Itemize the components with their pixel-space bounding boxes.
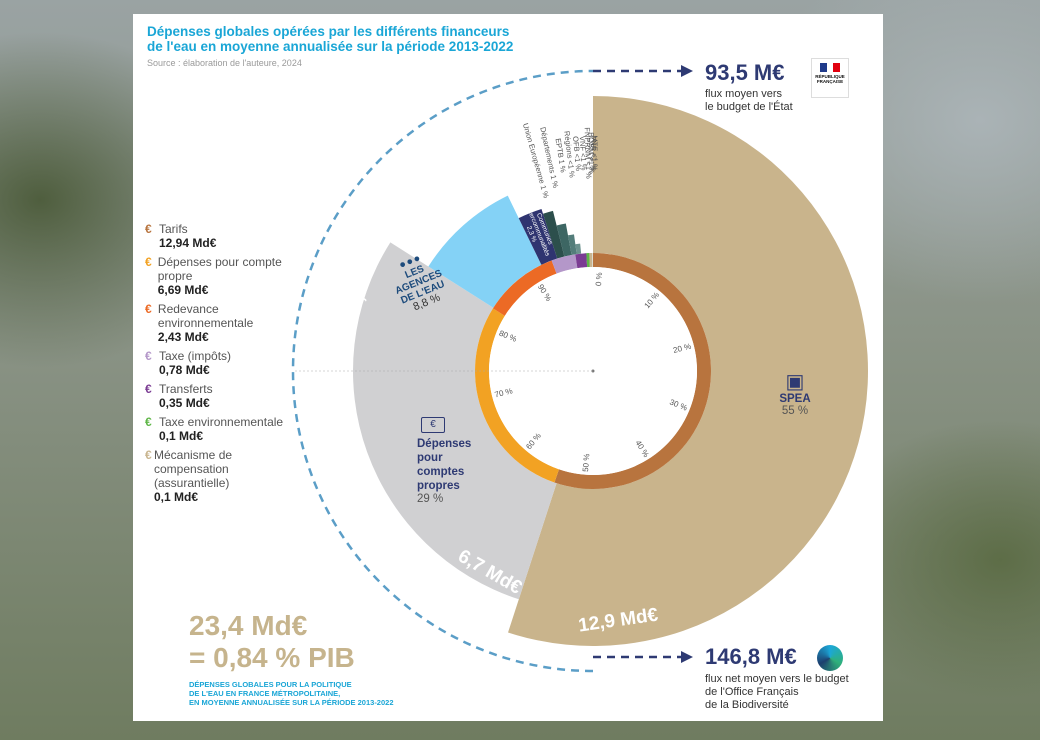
tricolor-flag-icon	[820, 63, 841, 72]
source-note: Source : élaboration de l'auteure, 2024	[147, 58, 302, 68]
dashed-flow-arc	[291, 69, 594, 673]
outer-segment-spea	[508, 96, 868, 647]
title-line-2: de l'eau en moyenne annualisée sur la pé…	[147, 39, 514, 54]
spea-pct: 55 %	[781, 405, 809, 417]
dcp-name-line: comptes	[417, 466, 465, 478]
rf-logo-text: RÉPUBLIQUE FRANÇAISE	[815, 74, 845, 84]
outer-segment-label: MTE <1 %	[590, 135, 599, 171]
title-line-1: Dépenses globales opérées par les différ…	[147, 24, 510, 39]
inner-ring-redevance-environnementale	[492, 260, 557, 316]
outer-segment-eptb	[567, 234, 577, 255]
legend-item-redevance: € Redevance environnementale 2,43 Md€	[145, 302, 305, 344]
note-line: le budget de l'État	[705, 101, 793, 113]
ofb-flow-value: 146,8 M€	[705, 644, 797, 669]
legend-value: 6,69 Md€	[157, 283, 209, 297]
legend-item-mecanisme-compensation: € Mécanisme de compensation (assurantiel…	[145, 448, 305, 504]
infographic-card: 0 % 10 % 20 % 30 % 40 % 50 % 60 % 70 % 80 % 90 % 1…	[133, 14, 883, 721]
outer-segment-d-penses-pour-comptes-propres	[353, 242, 557, 600]
outer-segment-label: PNR <1 %	[589, 135, 598, 171]
note-line: de la Biodiversité	[705, 699, 789, 711]
total-note: DÉPENSES GLOBALES POUR LA POLITIQUE DE L…	[189, 680, 394, 707]
outer-segment-label: VNF <1 %	[578, 136, 589, 171]
note-line: de l'Office Français	[705, 686, 799, 698]
inner-ring-taxe-imp-ts-	[551, 254, 578, 274]
legend-value: 2,43 Md€	[157, 330, 209, 344]
outer-segment-r-gions	[575, 243, 582, 255]
legend-value: 0,35 Md€	[159, 396, 210, 410]
outer-segment-d-partements	[556, 223, 572, 257]
percent-tick-label: 0 %	[594, 272, 604, 286]
note-line: DE L'EAU EN FRANCE MÉTROPOLITAINE,	[189, 689, 341, 698]
legend-label: Redevance environnementale	[157, 302, 254, 330]
banknote-icon: €	[421, 417, 445, 433]
arrow-head-icon	[681, 65, 693, 77]
outer-segment-label: FNPRNM <1 %	[583, 127, 594, 179]
legend-label: Mécanisme de compensation (assurantielle…	[154, 448, 233, 490]
arrow-head-icon	[681, 651, 693, 663]
total-pib: = 0,84 % PIB	[189, 642, 355, 673]
legend-value: 0,78 Md€	[159, 363, 210, 377]
euro-icon: €	[145, 382, 152, 396]
euro-icon: €	[145, 302, 152, 316]
inner-ring-taxe-environnementale	[586, 253, 590, 268]
euro-icon: €	[145, 448, 152, 462]
legend-item-taxe-environnementale: € Taxe environnementale 0,1 Md€	[145, 415, 305, 443]
legend-item-taxe-impots: € Taxe (impôts) 0,78 Md€	[145, 349, 305, 377]
legend-item-depenses-compte-propre: € Dépenses pour compte propre 6,69 Md€	[145, 255, 305, 297]
euro-icon: €	[145, 349, 152, 363]
legend-value: 0,1 Md€	[154, 490, 199, 504]
euro-icon: €	[145, 255, 152, 269]
dcp-name-line: Dépenses	[417, 438, 472, 450]
ofb-logo	[817, 645, 843, 671]
outer-segment-agences-de-l-eau	[428, 195, 542, 308]
spea-label: ▣ SPEA 55 %	[767, 371, 823, 417]
legend-label: Tarifs	[159, 222, 188, 236]
note-line: flux moyen vers	[705, 88, 783, 100]
inner-ring-m-canisme-de-compensation-assurantielle-	[589, 253, 593, 268]
chart-area: 0 %10 %20 %30 %40 %50 %60 %70 %80 %90 %1…	[291, 65, 868, 673]
inner-ring-d-penses-pour-compte-propre	[475, 308, 560, 483]
republique-francaise-logo: RÉPUBLIQUE FRANÇAISE	[811, 58, 849, 98]
legend-value: 12,94 Md€	[159, 236, 217, 250]
chart-title: Dépenses globales opérées par les différ…	[147, 24, 513, 54]
outer-segment-label: BOSM <1 %	[587, 132, 597, 174]
euro-icon: €	[145, 222, 152, 236]
euro-icon: €	[145, 415, 152, 429]
spea-name: SPEA	[779, 393, 811, 405]
ofb-flow-note: flux net moyen vers le budget de l'Offic…	[705, 673, 849, 712]
ofb-flow-callout: 146,8 M€ flux net moyen vers le budget d…	[705, 644, 849, 712]
total-summary: 23,4 Md€ = 0,84 % PIB	[189, 610, 355, 674]
legend-item-transferts: € Transferts 0,35 Md€	[145, 382, 305, 410]
dcp-name-line: pour	[417, 452, 443, 464]
percent-tick-label: 70 %	[494, 386, 514, 399]
etat-flow-callout: 93,5 M€ flux moyen vers le budget de l'É…	[705, 60, 793, 114]
legend-label: Taxe environnementale	[159, 415, 284, 429]
percent-tick-label: 20 %	[672, 342, 692, 355]
outer-segment-union-europ-enne	[542, 210, 565, 259]
dcp-name: Dépenses pour comptes propres	[417, 437, 471, 493]
note-line: flux net moyen vers le budget	[705, 673, 849, 685]
dcp-name-line: propres	[417, 480, 460, 492]
etat-flow-note: flux moyen vers le budget de l'État	[705, 88, 793, 114]
percent-tick-label: 50 %	[581, 453, 591, 472]
legend-label: Taxe (impôts)	[159, 349, 232, 363]
dcp-label: € Dépenses pour comptes propres 29 %	[417, 417, 471, 505]
note-line: EN MOYENNE ANNUALISÉE SUR LA PÉRIODE 201…	[189, 698, 394, 707]
inner-ring-transferts	[575, 253, 588, 269]
wallet-icon: ▣	[785, 371, 805, 393]
etat-flow-value: 93,5 M€	[705, 60, 785, 85]
legend-item-tarifs: € Tarifs 12,94 Md€	[145, 222, 305, 250]
dcp-pct: 29 %	[417, 493, 444, 505]
note-line: DÉPENSES GLOBALES POUR LA POLITIQUE	[189, 680, 352, 689]
legend-label: Dépenses pour compte propre	[157, 255, 282, 283]
legend: € Tarifs 12,94 Md€ € Dépenses pour compte…	[145, 222, 305, 509]
total-amount: 23,4 Md€	[189, 610, 308, 641]
outer-segment-communes-intercommunalit-s	[518, 208, 558, 265]
legend-label: Transferts	[159, 382, 213, 396]
outer-segment-label: OFB <1 %	[571, 136, 583, 172]
legend-value: 0,1 Md€	[159, 429, 204, 443]
